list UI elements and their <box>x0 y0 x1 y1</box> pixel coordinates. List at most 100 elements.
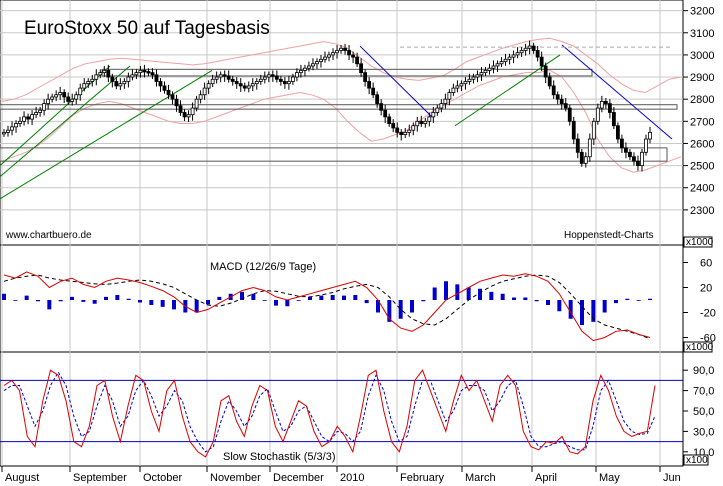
month-tick-label: April <box>535 472 557 484</box>
candle-body <box>90 78 95 82</box>
candle-body <box>250 83 255 87</box>
candle-body <box>230 78 235 82</box>
macd-histogram-bar <box>217 296 222 300</box>
candle-body <box>138 70 143 74</box>
macd-histogram-bar <box>568 300 573 319</box>
candle-body <box>246 85 251 89</box>
price-y-tick-label: 2400 <box>690 183 714 195</box>
price-y-tick-label: 3200 <box>690 6 714 18</box>
candle-body <box>319 58 323 62</box>
candle-body <box>54 94 59 98</box>
candle-body <box>130 74 135 78</box>
candle-body <box>451 87 456 93</box>
candle-body <box>86 81 91 85</box>
candle-body <box>98 72 103 76</box>
candle-body <box>467 78 472 82</box>
bollinger-lower-band <box>1 69 682 173</box>
candle-body <box>323 56 327 60</box>
price-series-layer <box>0 37 682 200</box>
candle-body <box>202 87 207 96</box>
candle-body <box>379 103 384 111</box>
candle-body <box>182 112 187 118</box>
macd-histogram-bar <box>285 300 290 307</box>
month-tick-label: August <box>5 472 39 484</box>
macd-histogram-bar <box>92 300 97 304</box>
candle-body <box>118 83 123 87</box>
candle-body <box>2 131 6 135</box>
candle-body <box>26 116 30 120</box>
support-trendline <box>0 69 213 200</box>
month-tick-label: October <box>143 472 182 484</box>
candle-body <box>648 131 652 140</box>
candle-body <box>628 151 632 158</box>
macd-histogram-bar <box>274 300 278 306</box>
month-tick-label: Jun <box>663 472 681 484</box>
candle-body <box>270 74 275 77</box>
candle-body <box>218 74 223 78</box>
candle-body <box>503 58 508 62</box>
price-y-tick-label: 3100 <box>690 28 714 40</box>
axis-labels-layer: August September October November December 20… <box>1 6 716 484</box>
macd-histogram-bar <box>149 300 154 305</box>
macd-signal-line <box>3 274 651 340</box>
candle-body <box>178 105 183 113</box>
candle-body <box>595 107 600 122</box>
price-y-tick-label: 2800 <box>690 94 714 106</box>
macd-title: MACD (12/26/9 Tage) <box>210 261 316 273</box>
support-trendline <box>0 65 111 166</box>
candle-body <box>475 74 480 78</box>
price-scale-marker: x1000 <box>686 237 714 248</box>
candle-body <box>511 54 516 58</box>
candle-body <box>395 127 400 133</box>
macd-histogram-bar <box>614 300 618 304</box>
stoch-y-tick-label: 90,0 <box>693 365 714 377</box>
macd-histogram-bar <box>262 300 267 301</box>
macd-histogram-bar <box>410 300 414 313</box>
month-tick-label: March <box>465 472 496 484</box>
candle-body <box>315 61 319 65</box>
candle-body <box>22 116 26 122</box>
candle-body <box>286 81 291 85</box>
candle-body <box>146 71 151 74</box>
stoch-d-line <box>3 371 656 453</box>
candle-body <box>222 74 227 77</box>
support-trendline <box>0 65 131 178</box>
macd-histogram-bar <box>36 300 40 302</box>
candle-body <box>6 129 10 133</box>
candle-body <box>238 83 243 87</box>
candle-body <box>351 54 355 58</box>
candle-body <box>347 50 351 56</box>
candle-body <box>375 94 380 105</box>
candle-body <box>387 116 392 124</box>
candle-body <box>339 47 343 51</box>
macd-scale-marker-box <box>683 341 713 353</box>
macd-histogram-bar <box>398 300 403 319</box>
candle-body <box>575 138 580 153</box>
month-tick-label: February <box>400 472 445 484</box>
macd-histogram-bar <box>512 297 516 300</box>
macd-histogram-bar <box>296 300 301 301</box>
candle-body <box>94 74 99 80</box>
macd-histogram-bar <box>70 296 74 300</box>
price-y-tick-label: 2500 <box>690 161 714 173</box>
macd-histogram-bar <box>240 291 244 300</box>
candle-body <box>527 45 532 49</box>
stoch-y-tick-label: 50,0 <box>693 406 714 418</box>
candle-body <box>262 76 267 80</box>
candle-body <box>640 151 644 166</box>
macd-histogram-bar <box>636 300 641 301</box>
candle-body <box>616 125 620 140</box>
candle-body <box>66 96 71 102</box>
macd-line <box>3 271 651 342</box>
candle-body <box>644 138 648 153</box>
macd-histogram-bar <box>489 291 494 300</box>
candle-body <box>539 56 544 67</box>
resistance-trendline <box>561 44 673 140</box>
macd-histogram-bar <box>591 300 596 322</box>
stochastic-title: Slow Stochastik (5/3/3) <box>223 451 336 463</box>
candle-body <box>210 78 215 85</box>
candle-body <box>134 72 139 76</box>
month-tick-label: November <box>210 472 261 484</box>
price-y-tick-label: 2700 <box>690 116 714 128</box>
